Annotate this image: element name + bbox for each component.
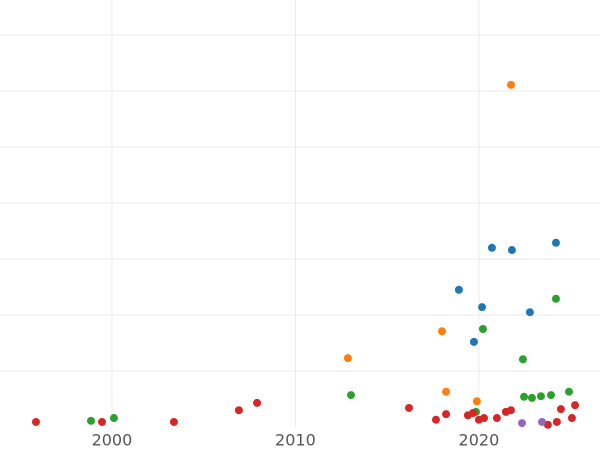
point xyxy=(520,392,529,401)
point xyxy=(31,417,40,426)
point xyxy=(536,392,545,401)
point xyxy=(564,387,573,396)
point xyxy=(552,417,561,426)
point xyxy=(551,238,560,247)
point xyxy=(469,337,478,346)
point xyxy=(442,387,451,396)
point xyxy=(507,246,516,255)
point xyxy=(109,414,118,423)
point xyxy=(87,416,96,425)
point xyxy=(507,406,516,415)
point xyxy=(480,414,489,423)
point xyxy=(98,417,107,426)
point xyxy=(538,417,547,426)
point xyxy=(518,419,527,428)
point xyxy=(343,354,352,363)
point xyxy=(234,406,243,415)
point xyxy=(442,410,451,419)
point xyxy=(253,398,262,407)
point xyxy=(431,415,440,424)
point xyxy=(347,391,356,400)
point xyxy=(487,243,496,252)
point xyxy=(454,285,463,294)
point xyxy=(438,327,447,336)
point xyxy=(525,308,534,317)
x-tick-label: 2000 xyxy=(92,431,133,450)
point xyxy=(551,294,560,303)
point xyxy=(556,405,565,414)
point xyxy=(472,397,481,406)
point xyxy=(527,393,536,402)
point xyxy=(507,80,516,89)
x-tick-label: 2010 xyxy=(275,431,316,450)
point xyxy=(478,325,487,333)
point xyxy=(469,409,478,417)
x-tick-label: 2020 xyxy=(459,431,500,450)
point xyxy=(492,414,501,423)
point xyxy=(571,401,580,410)
point xyxy=(404,403,413,412)
point xyxy=(478,303,487,312)
point xyxy=(567,414,576,423)
point xyxy=(518,355,527,364)
point xyxy=(169,417,178,426)
point xyxy=(547,391,556,400)
